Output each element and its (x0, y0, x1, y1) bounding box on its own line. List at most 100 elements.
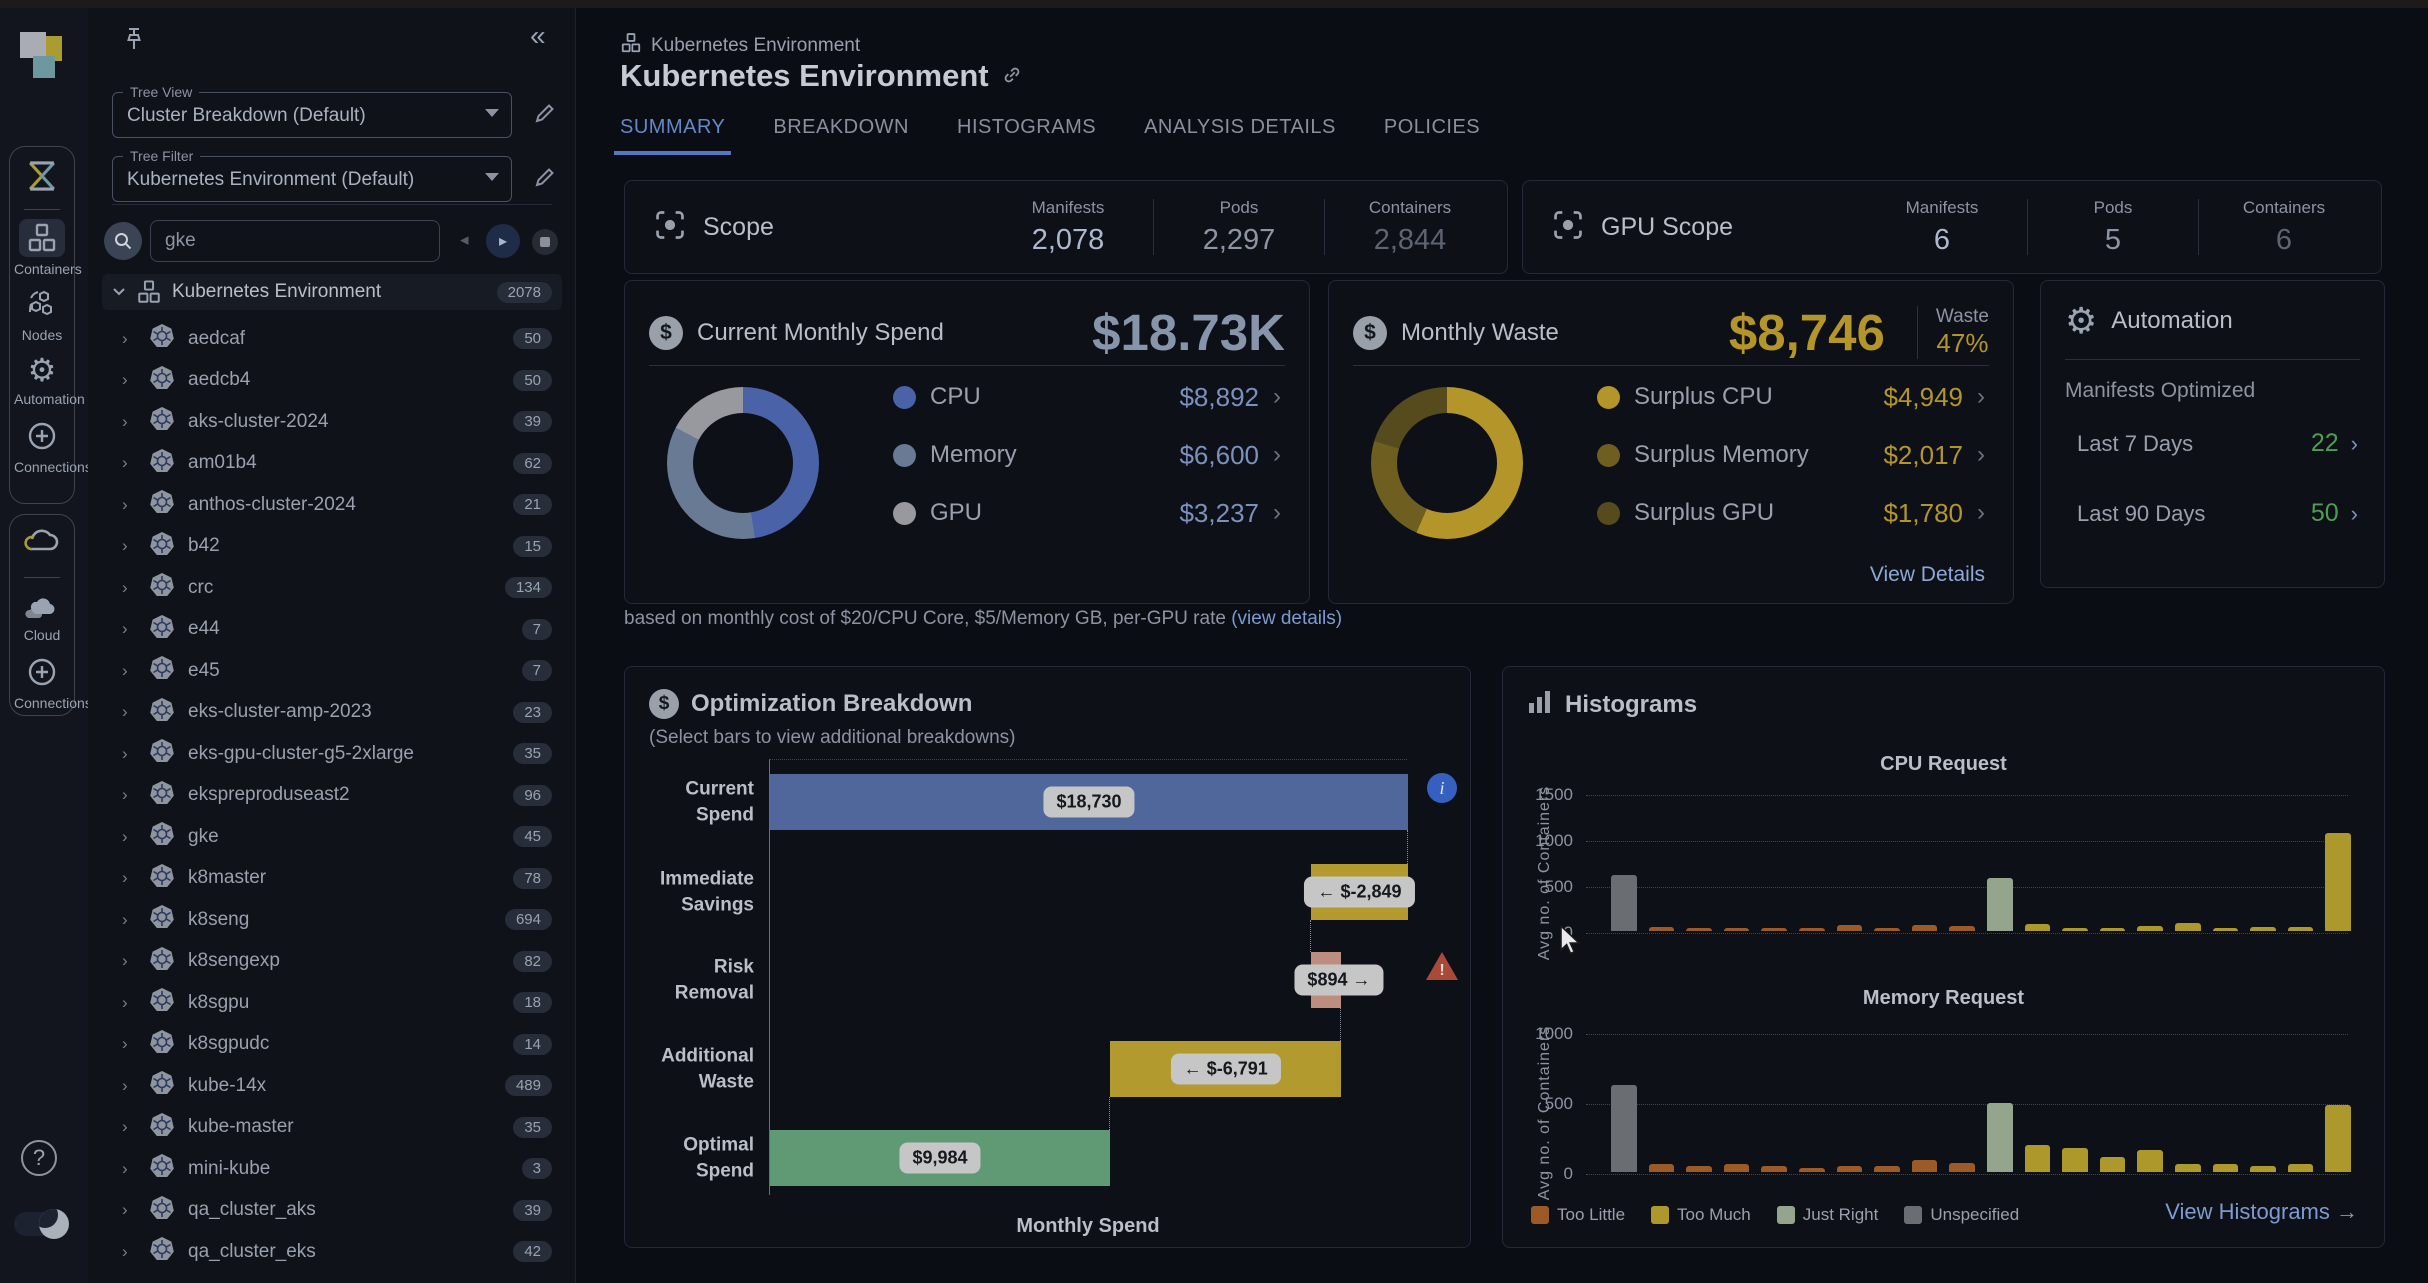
sidebar-item-cloud-cloud[interactable]: Cloud (14, 587, 70, 643)
chevron-right-icon[interactable]: › (122, 951, 128, 970)
tree-item-am01b4[interactable]: › am01b4 62 (102, 443, 562, 484)
collapse-sidebar-icon[interactable]: « (530, 20, 545, 51)
chevron-right-icon[interactable]: › (122, 370, 128, 389)
tree-item-aedcb4[interactable]: › aedcb4 50 (102, 360, 562, 401)
spend-donut-chart[interactable] (667, 387, 819, 539)
tree-item-label: e45 (188, 659, 220, 681)
sidebar-item-containers[interactable]: Containers (14, 219, 82, 277)
tree-item-kube-master[interactable]: › kube-master 35 (102, 1107, 562, 1148)
chevron-right-icon[interactable]: › (122, 1034, 128, 1053)
tree-view-select[interactable]: Tree View Cluster Breakdown (Default) (112, 84, 512, 138)
chevron-right-icon[interactable]: › (122, 826, 128, 846)
tree-item-k8master[interactable]: › k8master 78 (102, 858, 562, 899)
tab-analysis-details[interactable]: ANALYSIS DETAILS (1144, 116, 1336, 138)
cloud-app-icon[interactable] (10, 525, 74, 555)
chevron-right-icon[interactable]: › (122, 328, 128, 348)
automation-last-7-days[interactable]: Last 7 Days 22 › (2077, 429, 2358, 457)
tree-item-k8sgpudc[interactable]: › k8sgpudc 14 (102, 1024, 562, 1065)
view-histograms-link[interactable]: View Histograms → (2165, 1199, 2358, 1224)
kubernetes-icon (148, 903, 176, 936)
main-content: Kubernetes Environment Kubernetes Enviro… (576, 8, 2428, 1283)
automation-last-90-days[interactable]: Last 90 Days 50 › (2077, 499, 2358, 527)
tree-item-count: 489 (504, 1075, 552, 1096)
tree-item-anthos-cluster-2024[interactable]: › anthos-cluster-2024 21 (102, 484, 562, 525)
chevron-right-icon[interactable]: › (122, 1075, 128, 1095)
chevron-right-icon[interactable]: › (122, 992, 128, 1012)
chevron-right-icon[interactable]: › (122, 660, 128, 680)
edit-tree-filter-icon[interactable] (534, 166, 556, 193)
tree-item-crc[interactable]: › crc 134 (102, 567, 562, 608)
dark-mode-toggle[interactable] (14, 1209, 69, 1239)
search-input[interactable] (150, 220, 440, 262)
chevron-right-icon[interactable]: › (122, 536, 128, 555)
tab-breakdown[interactable]: BREAKDOWN (773, 116, 909, 138)
tree-item-k8sengexp[interactable]: › k8sengexp 82 (102, 941, 562, 982)
sidebar-item-connections[interactable]: Connections (14, 417, 92, 475)
view-details-link[interactable]: View Details (1869, 563, 1985, 586)
spend-row-memory[interactable]: Memory $6,600 › (893, 435, 1281, 475)
tree-item-eks-gpu-cluster-g5-2xlarge[interactable]: › eks-gpu-cluster-g5-2xlarge 35 (102, 733, 562, 774)
view-details-link[interactable]: (view details) (1231, 608, 1343, 629)
prev-result-icon[interactable]: ◂ (460, 230, 469, 249)
plus-circle-icon (19, 653, 65, 691)
waste-row-surplus-gpu[interactable]: Surplus GPU $1,780 › (1597, 493, 1985, 533)
tree-filter-select[interactable]: Tree Filter Kubernetes Environment (Defa… (112, 148, 512, 202)
help-icon[interactable]: ? (21, 1140, 57, 1176)
warning-icon[interactable]: ! (1425, 951, 1459, 986)
containers-app-icon[interactable] (10, 157, 74, 195)
edit-tree-view-icon[interactable] (534, 102, 556, 129)
tree-item-b42[interactable]: › b42 15 (102, 526, 562, 567)
spend-row-cpu[interactable]: CPU $8,892 › (893, 377, 1281, 417)
sidebar-item-automation[interactable]: ⚙ Automation (14, 351, 85, 407)
tree-item-eks-cluster-amp-2023[interactable]: › eks-cluster-amp-2023 23 (102, 692, 562, 733)
tree-item-aedcaf[interactable]: › aedcaf 50 (102, 318, 562, 359)
info-icon[interactable]: i (1427, 773, 1457, 803)
histogram-bar (1874, 928, 1900, 931)
spend-row-gpu[interactable]: GPU $3,237 › (893, 493, 1281, 533)
clear-search-icon[interactable] (532, 229, 558, 255)
waste-row-surplus-cpu[interactable]: Surplus CPU $4,949 › (1597, 377, 1985, 417)
chevron-right-icon[interactable]: › (122, 1241, 128, 1261)
tree-item-qa_cluster_eks[interactable]: › qa_cluster_eks 42 (102, 1231, 562, 1272)
chevron-right-icon[interactable]: › (122, 619, 128, 638)
chevron-right-icon[interactable]: › (122, 453, 128, 472)
chevron-right-icon[interactable]: › (122, 577, 128, 597)
chevron-right-icon[interactable]: › (122, 909, 128, 929)
waste-donut-chart[interactable] (1371, 387, 1523, 539)
chevron-right-icon[interactable]: › (122, 1158, 128, 1178)
tree-item-mini-kube[interactable]: › mini-kube 3 (102, 1148, 562, 1189)
chevron-right-icon[interactable]: › (122, 411, 128, 431)
tree-item-count: 35 (513, 1116, 552, 1138)
chevron-right-icon[interactable]: › (122, 702, 128, 721)
link-icon[interactable] (1001, 58, 1023, 94)
tree-item-e45[interactable]: › e45 7 (102, 650, 562, 691)
tree-item-e44[interactable]: › e44 7 (102, 609, 562, 650)
sidebar-item-connections-cloud[interactable]: Connections (14, 653, 92, 711)
tree-item-k8sgpu[interactable]: › k8sgpu 18 (102, 982, 562, 1023)
chevron-right-icon[interactable]: › (122, 785, 128, 804)
chevron-right-icon[interactable]: › (122, 494, 128, 514)
chevron-right-icon[interactable]: › (122, 1117, 128, 1136)
chevron-right-icon[interactable]: › (122, 743, 128, 763)
tab-summary[interactable]: SUMMARY (613, 116, 732, 155)
pin-icon[interactable] (122, 26, 146, 57)
tab-histograms[interactable]: HISTOGRAMS (957, 116, 1097, 138)
cluster-tree: Kubernetes Environment 2078 › aedcaf 50 › ae… (88, 272, 576, 1283)
next-result-icon[interactable]: ▸ (486, 224, 520, 258)
breadcrumb[interactable]: Kubernetes Environment (620, 32, 860, 60)
tree-item-aks-cluster-2024[interactable]: › aks-cluster-2024 39 (102, 401, 562, 442)
tree-item-qa_cluster_aks[interactable]: › qa_cluster_aks 39 (102, 1190, 562, 1231)
legend-dot (1597, 501, 1620, 525)
chevron-right-icon[interactable]: › (122, 868, 128, 887)
waste-row-surplus-memory[interactable]: Surplus Memory $2,017 › (1597, 435, 1985, 475)
search-icon[interactable] (104, 222, 142, 260)
tree-item-gke[interactable]: › gke 45 (102, 816, 562, 857)
tree-item-ekspreproduseast2[interactable]: › ekspreproduseast2 96 (102, 775, 562, 816)
tree-item-kube-14x[interactable]: › kube-14x 489 (102, 1065, 562, 1106)
chevron-down-icon[interactable] (112, 287, 126, 297)
chevron-right-icon[interactable]: › (122, 1200, 128, 1219)
tab-policies[interactable]: POLICIES (1383, 116, 1481, 138)
tree-root-kubernetes-environment[interactable]: Kubernetes Environment 2078 (102, 274, 562, 310)
tree-item-k8seng[interactable]: › k8seng 694 (102, 899, 562, 940)
sidebar-item-nodes[interactable]: Nodes (14, 285, 70, 343)
